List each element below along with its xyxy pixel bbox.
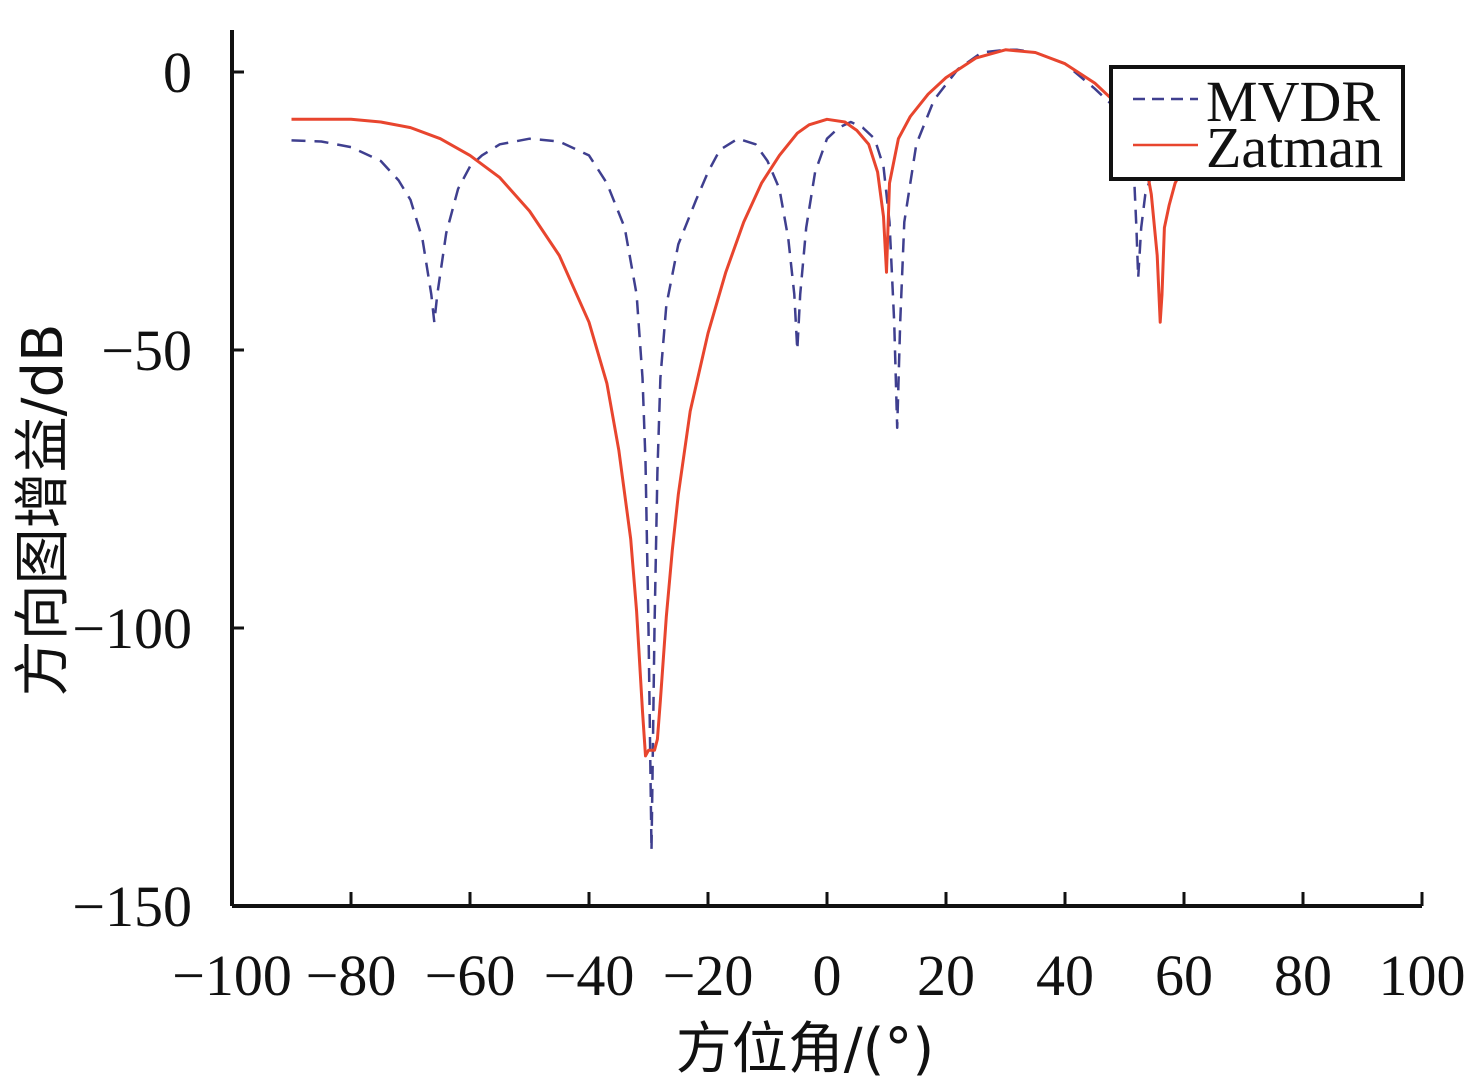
legend-label-mvdr: MVDR <box>1206 69 1380 134</box>
legend-box <box>1109 65 1405 181</box>
series-line-mvdr <box>291 48 1179 852</box>
x-tick-label: 100 <box>1379 943 1466 1008</box>
x-tick-label: 80 <box>1274 943 1332 1008</box>
x-tick-label: −20 <box>663 943 754 1008</box>
y-tick-label: −50 <box>101 318 192 383</box>
legend: MVDR Zatman <box>1109 65 1405 181</box>
y-tick-label: 0 <box>163 40 192 105</box>
y-tick-label: −150 <box>72 874 192 939</box>
plot-lines <box>291 48 1183 852</box>
x-tick-label: −40 <box>544 943 635 1008</box>
y-tick-label: −100 <box>72 596 192 661</box>
x-ticks: −100 −80 −60 −40 −20 0 20 40 60 80 100 <box>172 892 1466 1008</box>
y-ticks: 0 −50 −100 −150 <box>72 40 244 939</box>
x-tick-label: 60 <box>1155 943 1213 1008</box>
x-tick-label: 0 <box>813 943 842 1008</box>
y-axis-title: 方向图增益/dB <box>11 324 76 697</box>
x-tick-label: −60 <box>425 943 516 1008</box>
x-axis-title: 方位角/(°) <box>676 1017 935 1082</box>
x-tick-label: 20 <box>917 943 975 1008</box>
x-tick-label: −100 <box>172 943 292 1008</box>
series-line-zatman <box>291 48 1183 758</box>
legend-label-zatman: Zatman <box>1206 115 1383 180</box>
x-tick-label: 40 <box>1036 943 1094 1008</box>
axes: −100 −80 −60 −40 −20 0 20 40 60 80 100 0−50−100−15… <box>72 30 1466 1008</box>
x-tick-label: −80 <box>306 943 397 1008</box>
